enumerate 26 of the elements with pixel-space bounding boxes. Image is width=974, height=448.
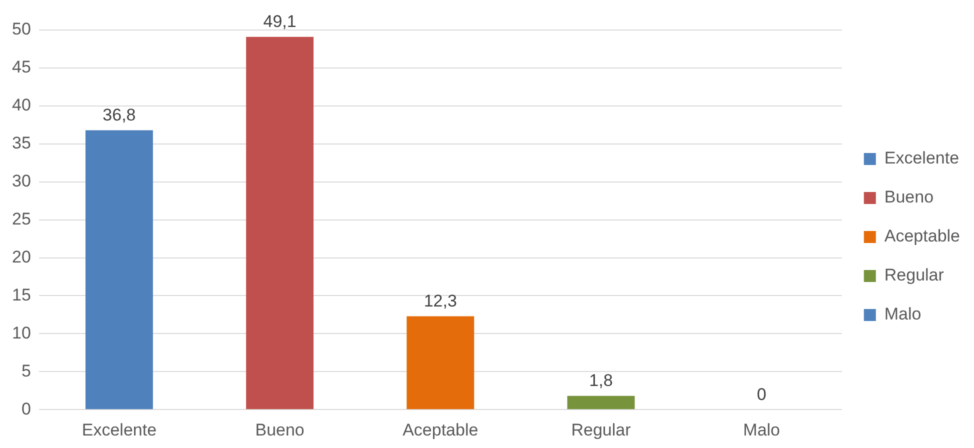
y-tick-label: 10 (12, 323, 31, 342)
legend-label: Excelente (884, 148, 960, 168)
y-tick-label: 0 (21, 399, 31, 418)
y-tick-label: 40 (12, 96, 31, 115)
y-tick-label: 20 (12, 247, 31, 266)
x-tick-label: Aceptable (402, 420, 478, 440)
x-tick-label: Bueno (255, 420, 304, 440)
y-tick-label: 50 (12, 20, 31, 39)
legend-label: Aceptable (884, 226, 960, 246)
legend-label: Malo (884, 304, 922, 324)
x-tick-label: Regular (571, 420, 632, 440)
data-label: 36,8 (102, 105, 136, 124)
data-label: 1,8 (589, 371, 613, 390)
y-tick-label: 15 (12, 285, 31, 304)
data-label: 12,3 (424, 291, 457, 310)
legend-label: Bueno (884, 188, 934, 207)
data-label: 0 (756, 384, 766, 404)
y-tick-label: 45 (12, 58, 31, 77)
y-tick-label: 35 (12, 134, 31, 153)
x-tick-label: Excelente (82, 420, 157, 440)
legend-label: Regular (884, 266, 944, 285)
x-tick-label: Malo (743, 420, 780, 440)
y-tick-label: 5 (21, 361, 31, 380)
y-tick-label: 25 (12, 209, 31, 228)
data-label: 49,1 (263, 12, 296, 32)
y-tick-label: 30 (12, 172, 31, 191)
